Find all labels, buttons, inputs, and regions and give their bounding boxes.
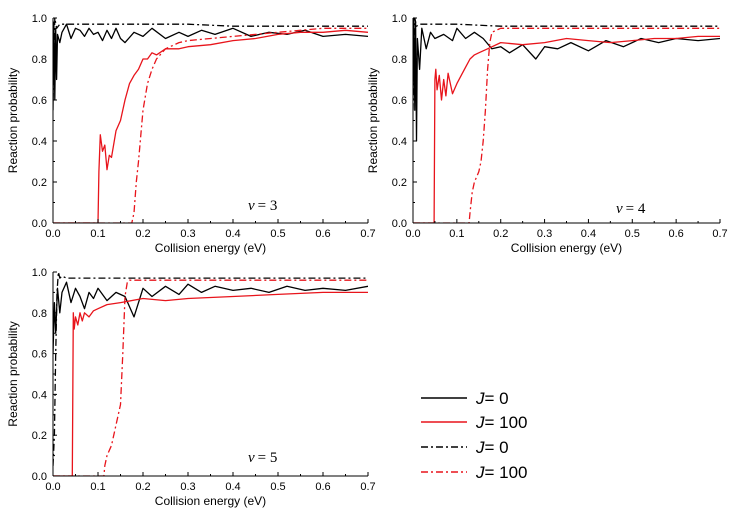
x-tick-label: 0.5 xyxy=(270,481,285,493)
x-tick-label: 0.1 xyxy=(90,481,105,493)
y-tick-label: 0.2 xyxy=(32,177,47,189)
y-tick-label: 0.4 xyxy=(32,389,47,401)
x-tick-label: 0.3 xyxy=(180,481,195,493)
legend-symbol: J xyxy=(475,438,485,457)
y-tick-label: 0.0 xyxy=(32,218,47,230)
x-axis-label: Collision energy (eV) xyxy=(511,241,622,255)
series-line-2 xyxy=(53,291,368,476)
y-tick-label: 0.0 xyxy=(392,218,407,230)
x-tick-label: 0.0 xyxy=(405,228,420,240)
series-line-2 xyxy=(413,35,720,223)
series-line-4 xyxy=(53,279,368,476)
y-tick-label: 0.8 xyxy=(32,308,47,320)
y-tick-label: 0.6 xyxy=(32,95,47,107)
x-tick-label: 0.2 xyxy=(135,481,150,493)
series-line-3 xyxy=(53,17,368,101)
x-tick-label: 0.2 xyxy=(135,228,150,240)
y-axis-label: Reaction probability xyxy=(366,68,380,173)
y-axis-label: Reaction probability xyxy=(6,321,20,426)
legend-symbol: J xyxy=(475,463,485,482)
x-tick-label: 0.6 xyxy=(315,481,330,493)
legend-text: = 100 xyxy=(485,413,528,432)
legend-item: J= 0 xyxy=(421,438,509,457)
legend-text: = 0 xyxy=(485,438,509,457)
x-tick-label: 0.5 xyxy=(625,228,640,240)
x-tick-label: 0.0 xyxy=(45,228,60,240)
series-line-4 xyxy=(413,27,720,223)
x-tick-label: 0.7 xyxy=(360,228,375,240)
panel-annotation-var: v xyxy=(616,201,623,217)
series-line-1 xyxy=(53,281,368,354)
y-tick-label: 0.2 xyxy=(32,430,47,442)
x-tick-label: 0.3 xyxy=(180,228,195,240)
y-tick-label: 0.0 xyxy=(32,471,47,483)
x-tick-label: 0.0 xyxy=(45,481,60,493)
panel-2: 0.0 0.1 0.2 0.3 0.4 0.5 0.6 0.7 0.0 0.2 0.4 0.6 0.8 1… xyxy=(366,13,728,255)
panel-3: 0.0 0.1 0.2 0.3 0.4 0.5 0.6 0.7 0.0 0.2 0.4 0.6 0.8 1… xyxy=(6,267,376,508)
series-line-1 xyxy=(413,17,720,142)
x-tick-label: 0.2 xyxy=(493,228,508,240)
panel-annotation: v = 3 xyxy=(248,198,277,214)
legend-text: = 100 xyxy=(485,463,528,482)
panel-annotation-value: = 5 xyxy=(258,450,278,466)
series-line-4 xyxy=(53,27,368,223)
x-tick-label: 0.4 xyxy=(581,228,596,240)
y-tick-label: 0.8 xyxy=(32,54,47,66)
legend-text: = 0 xyxy=(485,389,509,408)
y-tick-label: 1.0 xyxy=(392,13,407,25)
x-tick-label: 0.4 xyxy=(225,228,240,240)
legend-symbol: J xyxy=(475,413,485,432)
panel-annotation-var: v xyxy=(248,450,255,466)
panel-annotation: v = 5 xyxy=(248,450,277,466)
legend-item: J= 100 xyxy=(421,413,528,432)
x-tick-label: 0.1 xyxy=(449,228,464,240)
panel-annotation-value: = 4 xyxy=(626,201,646,217)
y-tick-label: 1.0 xyxy=(32,267,47,279)
panel-annotation-var: v xyxy=(248,198,255,214)
y-axis-label: Reaction probability xyxy=(6,68,20,173)
legend-label: J= 100 xyxy=(475,463,528,482)
y-tick-label: 0.6 xyxy=(392,95,407,107)
panel-annotation: v = 4 xyxy=(616,201,646,217)
series-line-1 xyxy=(53,21,368,111)
series-line-3 xyxy=(53,271,368,466)
legend-label: J= 0 xyxy=(475,389,509,408)
x-tick-label: 0.4 xyxy=(225,481,240,493)
y-tick-label: 0.4 xyxy=(32,136,47,148)
legend-label: J= 0 xyxy=(475,438,509,457)
legend-symbol: J xyxy=(475,389,485,408)
panel-annotation-value: = 3 xyxy=(258,198,278,214)
x-axis-label: Collision energy (eV) xyxy=(155,494,266,508)
legend-item: J= 0 xyxy=(421,389,509,408)
y-tick-label: 0.2 xyxy=(392,177,407,189)
x-tick-label: 0.7 xyxy=(712,228,727,240)
legend-label: J= 100 xyxy=(475,413,528,432)
legend-item: J= 100 xyxy=(421,463,528,482)
y-tick-label: 0.8 xyxy=(392,54,407,66)
x-tick-label: 0.6 xyxy=(315,228,330,240)
x-tick-label: 0.6 xyxy=(668,228,683,240)
panel-1: 0.0 0.1 0.2 0.3 0.4 0.5 0.6 0.7 0.0 0.2 0.4 0.6 0.8 1… xyxy=(6,13,376,255)
series-line-2 xyxy=(53,29,368,223)
y-tick-label: 0.4 xyxy=(392,136,407,148)
x-tick-label: 0.1 xyxy=(90,228,105,240)
x-tick-label: 0.5 xyxy=(270,228,285,240)
y-tick-label: 0.6 xyxy=(32,349,47,361)
y-tick-label: 1.0 xyxy=(32,13,47,25)
x-tick-label: 0.7 xyxy=(360,481,375,493)
series-line-3 xyxy=(413,17,720,111)
x-tick-label: 0.3 xyxy=(537,228,552,240)
x-axis-label: Collision energy (eV) xyxy=(155,241,266,255)
